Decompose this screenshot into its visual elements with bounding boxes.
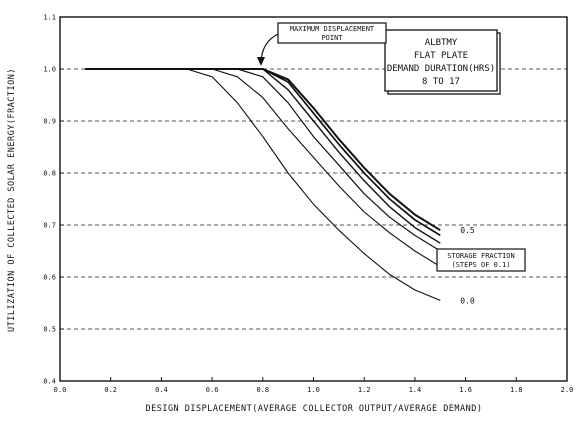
- legend-box: ALBTMY FLAT PLATE DEMAND DURATION(HRS) 8…: [384, 29, 501, 95]
- legend-line-4: 8 TO 17: [422, 77, 460, 87]
- x-axis-label: DESIGN DISPLACEMENT(AVERAGE COLLECTOR OU…: [145, 404, 482, 414]
- series-line-4: [85, 68, 441, 237]
- x-tick-label-2: 0.4: [155, 386, 168, 394]
- series-line-0: [85, 68, 441, 301]
- x-tick-label-6: 1.2: [358, 386, 371, 394]
- legend-line-3: DEMAND DURATION(HRS): [387, 64, 495, 74]
- x-tick-label-9: 1.8: [510, 386, 523, 394]
- y-tick-label-0: 0.4: [43, 378, 56, 386]
- max-displacement-line-1: MAXIMUM DISPLACEMENT: [290, 25, 375, 33]
- series-label-5: 0.5: [460, 226, 475, 235]
- x-tick-label-3: 0.6: [206, 386, 219, 394]
- x-tick-label-4: 0.8: [256, 386, 269, 394]
- series-line-1: [85, 68, 441, 268]
- x-tick-label-10: 2.0: [561, 386, 574, 394]
- legend-line-2: FLAT PLATE: [414, 51, 468, 61]
- max-displacement-line-2: POINT: [321, 34, 343, 42]
- annotation-arrowhead: [257, 57, 265, 66]
- y-tick-label-6: 1.0: [43, 66, 56, 74]
- x-axis-ticks: 0.0 0.2 0.4 0.6 0.8 1.0 1.2 1.4 1.6 1.8 2.0: [54, 377, 574, 394]
- series-line-2: [85, 68, 441, 252]
- x-tick-label-5: 1.0: [307, 386, 320, 394]
- y-tick-label-7: 1.1: [43, 14, 56, 22]
- storage-line-2: (STEPS OF 0.1): [451, 261, 510, 269]
- series-labels: 0.0 0.5: [460, 226, 475, 305]
- y-tick-label-2: 0.6: [43, 274, 56, 282]
- y-axis-label: UTILIZATION OF COLLECTED SOLAR ENERGY(FR…: [7, 68, 17, 332]
- y-tick-label-5: 0.9: [43, 118, 56, 126]
- y-tick-label-1: 0.5: [43, 326, 56, 334]
- series-lines: [85, 68, 441, 301]
- y-tick-label-3: 0.7: [43, 222, 56, 230]
- x-tick-label-0: 0.0: [54, 386, 67, 394]
- legend-line-1: ALBTMY: [425, 38, 458, 48]
- series-line-3: [85, 68, 441, 244]
- storage-fraction-annotation: STORAGE FRACTION (STEPS OF 0.1): [436, 248, 526, 272]
- max-displacement-annotation: MAXIMUM DISPLACEMENT POINT: [257, 22, 387, 66]
- y-tick-label-4: 0.8: [43, 170, 56, 178]
- x-tick-label-8: 1.6: [459, 386, 472, 394]
- y-axis-ticks: 0.4 0.5 0.6 0.7 0.8 0.9 1.0 1.1: [43, 14, 64, 386]
- x-tick-label-7: 1.4: [409, 386, 422, 394]
- x-tick-label-1: 0.2: [104, 386, 117, 394]
- series-line-5: [85, 68, 441, 232]
- storage-line-1: STORAGE FRACTION: [447, 252, 514, 260]
- series-label-0: 0.0: [460, 296, 475, 305]
